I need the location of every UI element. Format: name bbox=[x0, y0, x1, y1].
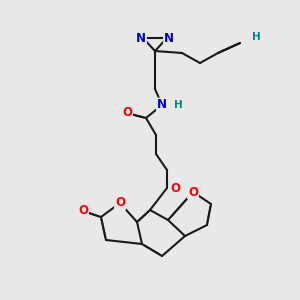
Text: H: H bbox=[174, 100, 182, 110]
Text: O: O bbox=[122, 106, 132, 119]
Text: O: O bbox=[78, 205, 88, 218]
Text: N: N bbox=[164, 32, 174, 44]
Text: N: N bbox=[136, 32, 146, 44]
Text: N: N bbox=[157, 98, 167, 112]
Text: H: H bbox=[252, 32, 260, 42]
Text: O: O bbox=[170, 182, 180, 194]
Text: O: O bbox=[115, 196, 125, 209]
Text: O: O bbox=[188, 185, 198, 199]
